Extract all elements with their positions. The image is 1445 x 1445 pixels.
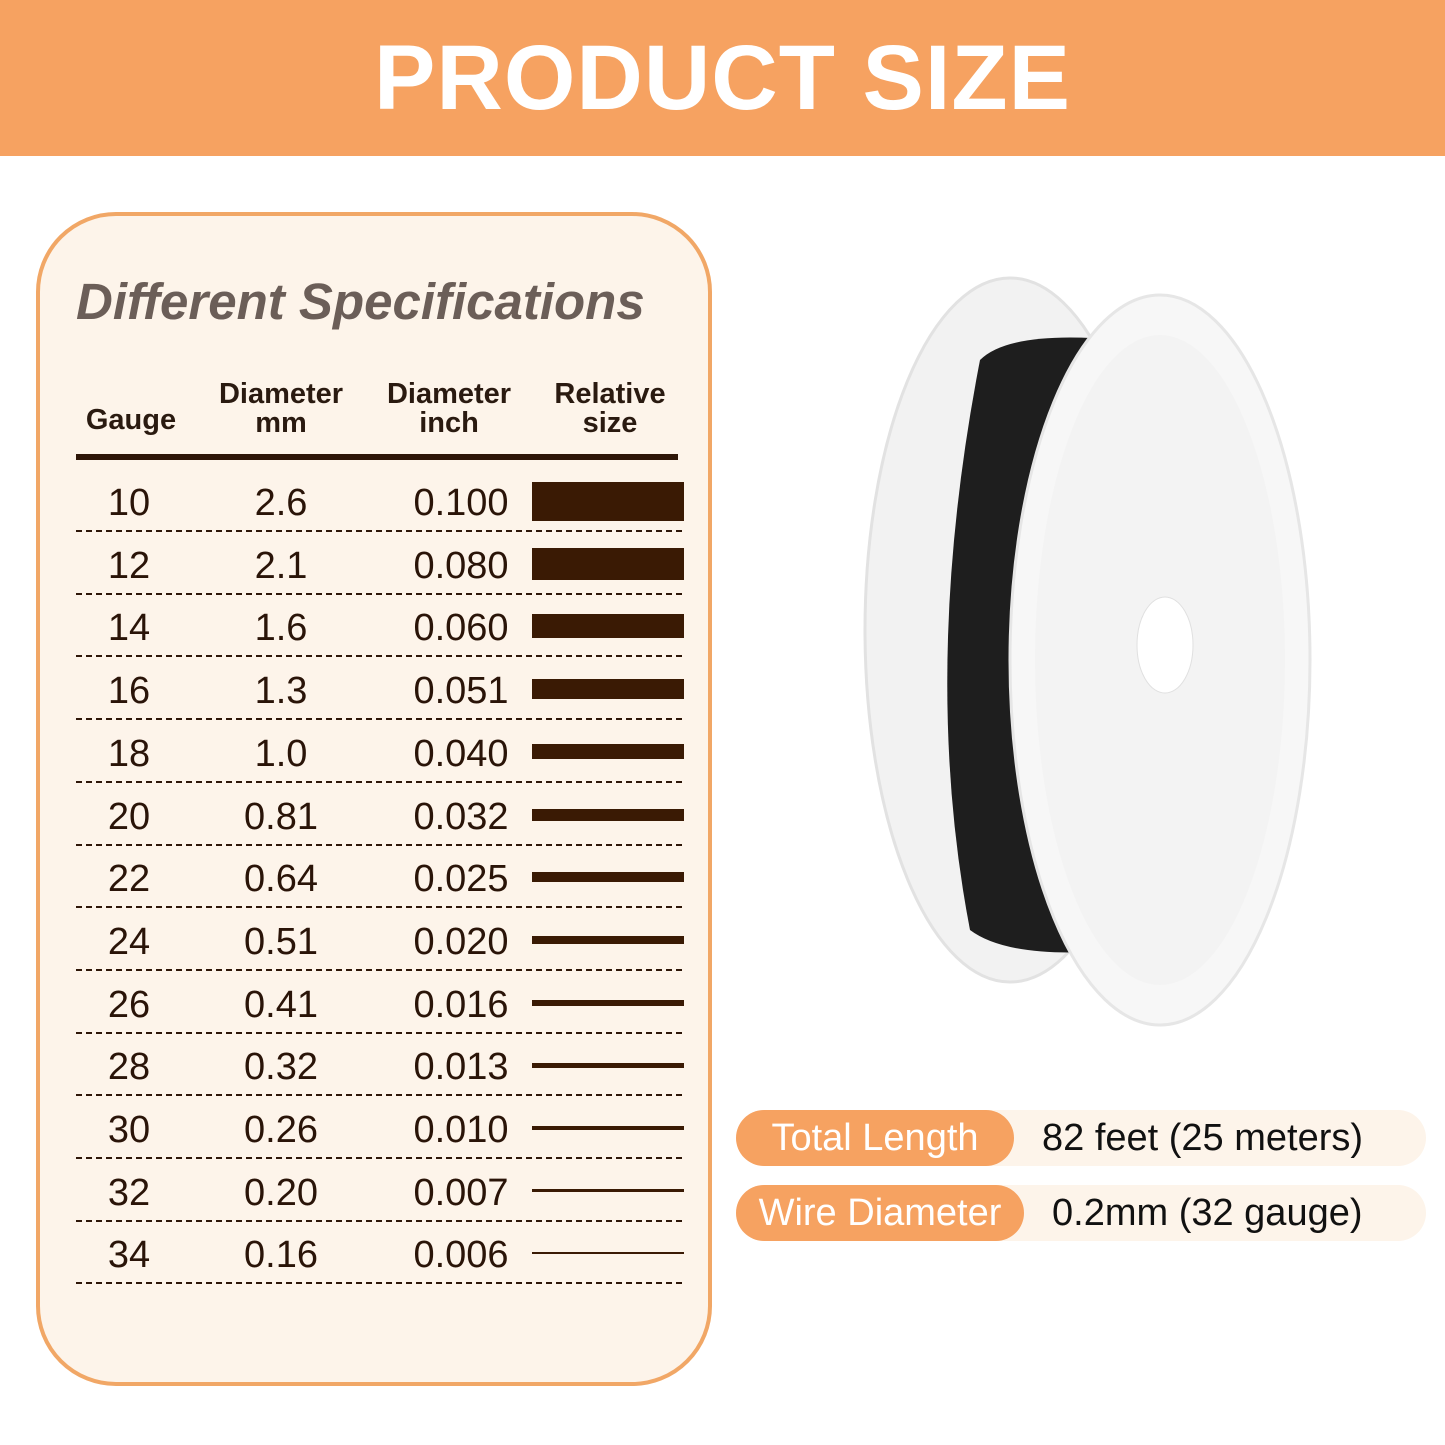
relative-size-bar (532, 744, 684, 760)
diameter-inch-cell: 0.025 (413, 858, 509, 901)
table-row: 22 0.64 0.025 (76, 846, 684, 909)
spec-table-card: Different Specifications Gauge Diameter m… (36, 212, 712, 1386)
diameter-inch-cell: 0.051 (413, 670, 509, 713)
header-text: size (582, 407, 638, 439)
diameter-inch-cell: 0.010 (413, 1109, 509, 1151)
diameter-inch-cell: 0.006 (413, 1234, 509, 1277)
spec-pill: Wire Diameter 0.2mm (32 gauge) (736, 1185, 1426, 1241)
relative-size-bar (532, 808, 684, 821)
relative-size-bar (532, 614, 684, 639)
diameter-mm-cell: 0.51 (244, 920, 318, 963)
relative-size-bar (532, 1252, 684, 1255)
gauge-cell: 12 (107, 544, 151, 587)
header-text: inch (419, 407, 479, 439)
spec-value: 82 feet (25 meters) (1042, 1116, 1364, 1159)
gauge-cell: 16 (107, 670, 151, 713)
table-row: 24 0.51 0.020 (76, 909, 684, 971)
spec-table-title: Different Specifications (76, 273, 645, 330)
diameter-mm-cell: 0.64 (244, 858, 318, 901)
diameter-mm-cell: 0.41 (244, 983, 318, 1026)
table-row: 28 0.32 0.013 (76, 1034, 684, 1097)
gauge-cell: 28 (107, 1046, 151, 1089)
spec-value: 0.2mm (32 gauge) (1052, 1191, 1363, 1234)
header-text: mm (255, 407, 307, 439)
diameter-mm-cell: 0.20 (244, 1171, 318, 1214)
diameter-mm-cell: 1.0 (254, 732, 308, 775)
relative-size-bar (532, 935, 684, 944)
relative-size-bar (532, 481, 684, 521)
spec-label: Wire Diameter (736, 1185, 1024, 1241)
diameter-inch-cell: 0.100 (413, 482, 509, 524)
diameter-mm-cell: 2.1 (254, 544, 308, 587)
gauge-cell: 18 (107, 732, 151, 775)
relative-size-bar (532, 1189, 684, 1193)
table-row: 20 0.81 0.032 (76, 784, 684, 846)
gauge-cell: 32 (107, 1171, 151, 1214)
diameter-inch-cell: 0.007 (413, 1171, 509, 1214)
header-text: Diameter (218, 378, 344, 410)
table-row: 16 1.3 0.051 (76, 658, 684, 721)
gauge-cell: 14 (107, 607, 151, 650)
relative-size-bar (532, 679, 684, 700)
diameter-inch-cell: 0.080 (413, 544, 509, 587)
header-text: Relative (554, 378, 666, 410)
gauge-cell: 26 (107, 983, 151, 1026)
diameter-mm-cell: 0.26 (244, 1109, 318, 1151)
table-row: 26 0.41 0.016 (76, 972, 684, 1034)
table-row: 10 2.6 0.100 (76, 470, 684, 532)
header-gauge: Gauge (85, 404, 177, 436)
gauge-cell: 20 (107, 795, 151, 838)
header-text: Diameter (386, 378, 512, 410)
diameter-inch-cell: 0.032 (413, 795, 509, 838)
diameter-inch-cell: 0.060 (413, 607, 509, 650)
table-row: 30 0.26 0.010 (76, 1097, 684, 1159)
header-relative-size: Relative size (540, 380, 680, 438)
header-diameter-mm: Diameter mm (206, 380, 356, 438)
relative-size-bar (532, 872, 684, 883)
gauge-cell: 30 (107, 1109, 151, 1151)
diameter-mm-cell: 0.16 (244, 1234, 318, 1277)
gauge-cell: 10 (107, 482, 151, 524)
table-row: 12 2.1 0.080 (76, 533, 684, 595)
relative-size-bar (532, 547, 684, 580)
diameter-mm-cell: 0.32 (244, 1046, 318, 1089)
diameter-mm-cell: 0.81 (244, 795, 318, 838)
spec-label: Total Length (736, 1110, 1014, 1166)
relative-size-bar (532, 999, 684, 1006)
wire-spool-image (863, 276, 1312, 1027)
header-diameter-inch: Diameter inch (374, 380, 524, 438)
table-row: 14 1.6 0.060 (76, 595, 684, 658)
banner: PRODUCT SIZE (0, 0, 1445, 156)
relative-size-bar (532, 1062, 684, 1068)
relative-size-bar (532, 1126, 684, 1130)
diameter-inch-cell: 0.040 (413, 732, 509, 775)
spec-pill: Total Length 82 feet (25 meters) (736, 1110, 1426, 1166)
gauge-cell: 22 (107, 858, 151, 901)
diameter-mm-cell: 2.6 (254, 482, 308, 524)
banner-title: PRODUCT SIZE (374, 26, 1071, 129)
gauge-cell: 24 (107, 920, 151, 963)
diameter-inch-cell: 0.016 (413, 983, 509, 1026)
gauge-cell: 34 (107, 1234, 151, 1277)
header-rule (76, 454, 678, 460)
table-row: 32 0.20 0.007 (76, 1160, 684, 1222)
diameter-mm-cell: 1.6 (254, 607, 308, 650)
table-row: 18 1.0 0.040 (76, 721, 684, 783)
diameter-inch-cell: 0.020 (413, 920, 509, 963)
table-row: 34 0.16 0.006 (76, 1222, 684, 1285)
diameter-mm-cell: 1.3 (254, 670, 308, 713)
diameter-inch-cell: 0.013 (413, 1046, 509, 1089)
